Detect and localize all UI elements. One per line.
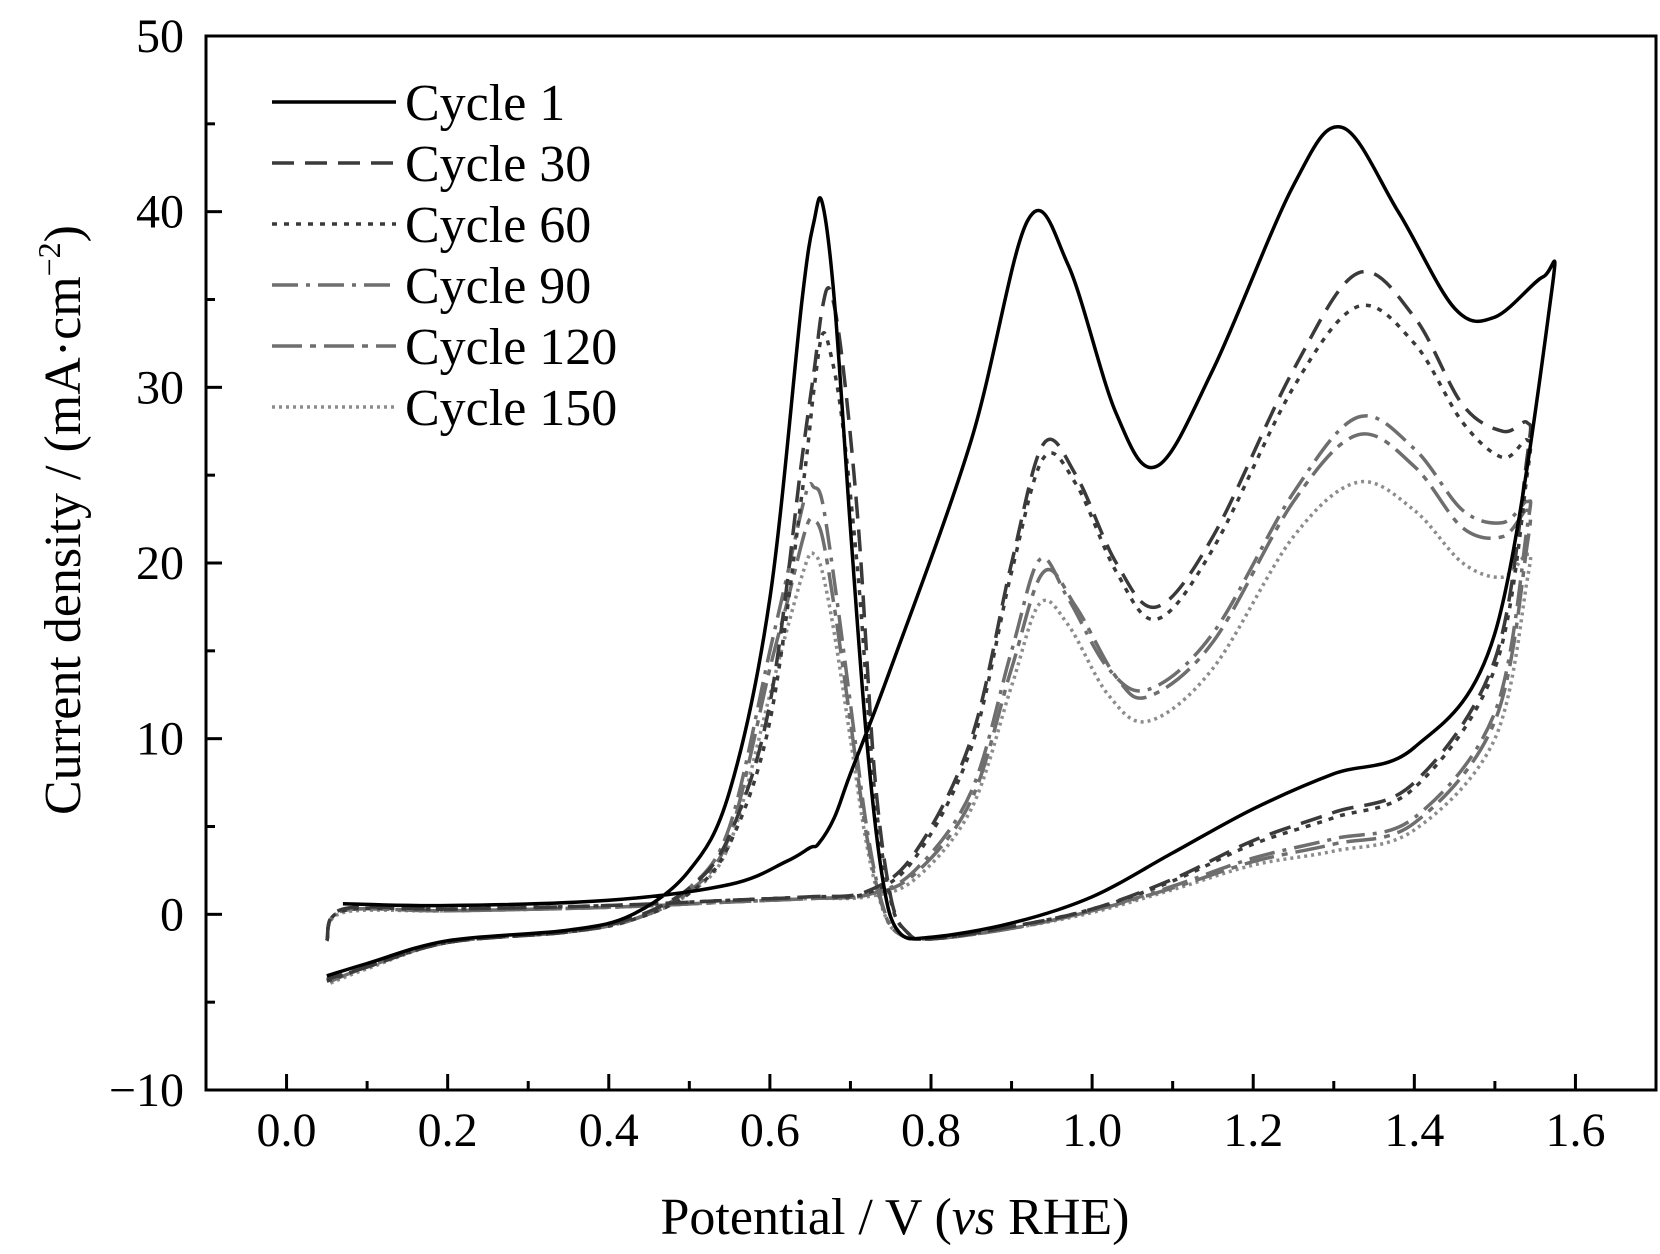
series-line — [325, 479, 1533, 987]
series-line — [325, 432, 1533, 985]
y-tick-label: 10 — [136, 713, 184, 766]
x-tick-label: 0.2 — [418, 1104, 478, 1157]
x-tick-label: 0.4 — [579, 1104, 639, 1157]
x-axis-title: Potential / V (vs RHE) — [661, 1189, 1130, 1246]
series-line — [325, 269, 1533, 981]
legend-label: Cycle 150 — [405, 380, 617, 437]
x-tick-label: 1.0 — [1062, 1104, 1122, 1157]
x-tick-label: 1.6 — [1545, 1104, 1605, 1157]
y-tick-label: 50 — [136, 10, 184, 63]
x-tick-label: 0.0 — [257, 1104, 317, 1157]
legend-label: Cycle 1 — [405, 75, 565, 132]
y-tick-label: 30 — [136, 361, 184, 414]
series-line — [326, 125, 1557, 978]
axis-tick-labels: 0.0 0.2 0.4 0.6 0.8 1.0 1.2 1.4 1.6 −10 0 10 20 30 40 5… — [109, 10, 1606, 1157]
x-tick-label: 1.4 — [1384, 1104, 1444, 1157]
legend-label: Cycle 30 — [405, 136, 591, 193]
y-tick-label: −10 — [109, 1064, 184, 1117]
x-tick-label: 0.8 — [901, 1104, 961, 1157]
series-line — [325, 414, 1533, 983]
x-tick-label: 0.6 — [740, 1104, 800, 1157]
y-tick-label: 20 — [136, 537, 184, 590]
legend-label: Cycle 120 — [405, 319, 617, 376]
legend-label: Cycle 90 — [405, 258, 591, 315]
axis-ticks — [206, 34, 1577, 1092]
y-tick-label: 0 — [160, 888, 184, 941]
y-tick-label: 40 — [136, 186, 184, 239]
x-tick-label: 1.2 — [1223, 1104, 1283, 1157]
legend-label: Cycle 60 — [405, 197, 591, 254]
y-axis-title: Current density / (mA·cm−2) — [31, 225, 92, 815]
series-group — [325, 125, 1557, 987]
